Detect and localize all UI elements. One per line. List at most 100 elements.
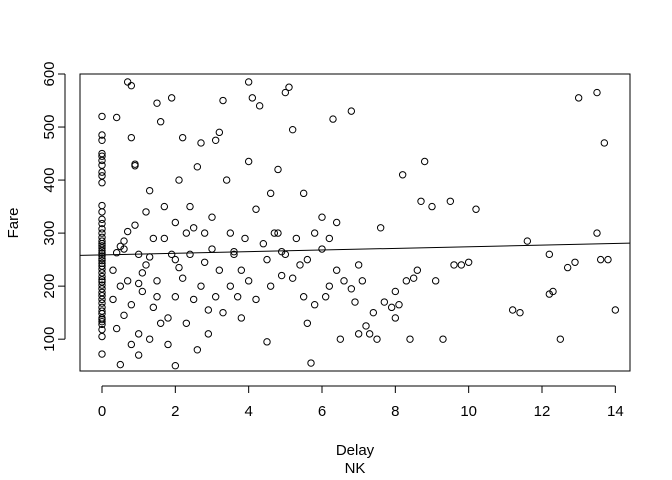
data-point bbox=[446, 197, 455, 205]
data-point bbox=[120, 237, 128, 245]
data-point bbox=[376, 224, 385, 232]
data-point bbox=[204, 330, 213, 338]
data-point bbox=[252, 295, 260, 304]
data-point bbox=[123, 227, 132, 236]
data-point bbox=[156, 118, 165, 126]
data-point bbox=[149, 234, 158, 243]
data-point bbox=[127, 81, 136, 90]
data-point bbox=[296, 261, 304, 269]
data-point bbox=[193, 163, 202, 171]
data-point bbox=[354, 261, 363, 269]
data-point bbox=[472, 205, 480, 213]
data-point bbox=[604, 255, 612, 264]
data-point bbox=[98, 172, 106, 180]
data-point bbox=[98, 299, 106, 307]
data-point bbox=[391, 287, 400, 296]
data-point bbox=[98, 249, 106, 257]
data-point bbox=[259, 240, 268, 248]
data-point bbox=[281, 88, 290, 97]
data-point bbox=[167, 250, 176, 259]
data-point bbox=[417, 197, 425, 205]
data-point bbox=[98, 288, 106, 297]
x-tick-label: 2 bbox=[171, 403, 179, 420]
data-point bbox=[266, 189, 275, 198]
y-tick-label: 500 bbox=[41, 115, 58, 140]
data-point bbox=[307, 359, 315, 367]
data-point bbox=[336, 335, 345, 343]
data-point bbox=[186, 250, 194, 259]
data-point bbox=[98, 285, 106, 293]
data-point bbox=[288, 125, 297, 134]
data-point bbox=[563, 263, 572, 272]
data-point bbox=[171, 361, 180, 370]
data-point bbox=[310, 301, 319, 309]
data-point bbox=[127, 340, 136, 349]
data-point bbox=[164, 314, 172, 322]
data-point bbox=[362, 322, 370, 330]
data-point bbox=[508, 306, 517, 314]
data-point bbox=[365, 330, 374, 338]
data-point bbox=[98, 225, 106, 233]
data-point bbox=[156, 319, 165, 327]
data-point bbox=[285, 83, 293, 91]
data-point bbox=[127, 133, 136, 142]
data-point bbox=[98, 136, 106, 144]
data-point bbox=[325, 282, 334, 290]
data-point bbox=[270, 229, 279, 237]
data-point bbox=[431, 277, 440, 285]
data-point bbox=[248, 94, 257, 102]
data-point bbox=[182, 319, 191, 327]
data-point bbox=[123, 277, 132, 285]
data-point bbox=[116, 242, 125, 251]
data-point bbox=[120, 311, 128, 320]
data-point bbox=[189, 224, 198, 232]
data-point bbox=[321, 293, 330, 301]
data-point bbox=[98, 303, 106, 312]
data-point bbox=[167, 94, 176, 102]
data-point bbox=[340, 277, 348, 285]
data-point bbox=[523, 237, 532, 245]
data-point bbox=[98, 256, 106, 265]
data-point bbox=[402, 277, 411, 285]
data-point bbox=[549, 287, 557, 296]
data-point bbox=[516, 308, 524, 317]
data-point bbox=[593, 229, 601, 237]
data-point bbox=[274, 165, 282, 174]
data-point bbox=[380, 298, 389, 306]
data-point bbox=[197, 282, 205, 290]
data-point bbox=[98, 259, 106, 268]
data-point bbox=[237, 266, 246, 274]
data-point bbox=[134, 330, 143, 338]
data-point bbox=[244, 277, 253, 285]
data-point bbox=[112, 324, 121, 333]
data-point bbox=[373, 335, 381, 343]
data-point bbox=[292, 234, 301, 243]
y-axis: 100 200 300 400 500 600 bbox=[41, 61, 66, 352]
data-point bbox=[153, 99, 161, 107]
data-point bbox=[219, 308, 227, 317]
data-point bbox=[204, 306, 213, 314]
data-point bbox=[611, 306, 620, 314]
data-point bbox=[98, 168, 106, 176]
data-point bbox=[409, 274, 418, 282]
data-point bbox=[387, 303, 396, 312]
data-point bbox=[98, 112, 106, 121]
data-point bbox=[222, 176, 231, 184]
data-point bbox=[98, 179, 106, 187]
data-point bbox=[153, 277, 161, 285]
data-point bbox=[354, 330, 363, 338]
data-point bbox=[98, 233, 106, 242]
data-point bbox=[600, 139, 609, 147]
data-point bbox=[98, 262, 106, 270]
data-point bbox=[171, 255, 180, 264]
data-point bbox=[98, 272, 106, 281]
data-point bbox=[358, 277, 367, 285]
data-point bbox=[98, 278, 106, 286]
data-point bbox=[545, 290, 554, 298]
x-axis-label: Delay bbox=[336, 442, 375, 459]
data-point bbox=[120, 245, 128, 253]
data-point bbox=[391, 314, 400, 322]
x-tick-label: 14 bbox=[607, 403, 624, 420]
x-tick-label: 0 bbox=[98, 403, 106, 420]
data-point bbox=[178, 133, 187, 142]
